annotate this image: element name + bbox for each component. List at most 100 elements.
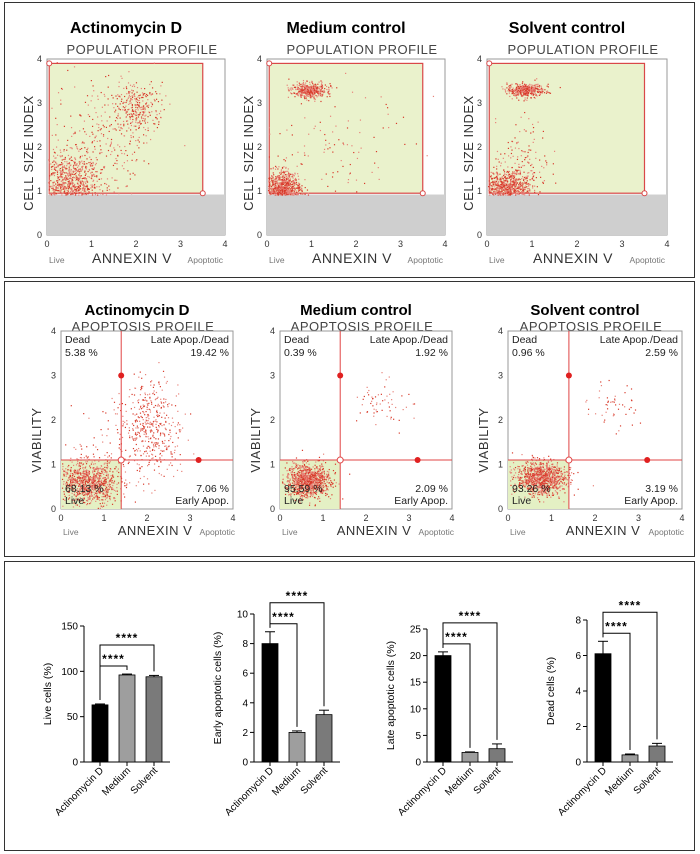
event-dot <box>67 190 69 192</box>
event-dot <box>518 90 520 92</box>
event-dot <box>71 185 73 188</box>
event-dot <box>134 439 136 441</box>
event-dot <box>300 493 302 495</box>
event-dot <box>80 485 82 487</box>
event-dot <box>85 168 87 170</box>
event-dot <box>107 491 109 493</box>
event-dot <box>134 501 137 503</box>
event-dot <box>122 102 124 105</box>
event-dot <box>124 485 126 487</box>
event-dot <box>298 186 300 188</box>
event-dot <box>139 423 142 425</box>
event-dot <box>510 86 512 88</box>
event-dot <box>135 438 137 441</box>
event-dot <box>272 189 275 191</box>
event-dot <box>504 88 506 90</box>
event-dot <box>533 189 536 191</box>
event-dot <box>131 103 133 106</box>
event-dot <box>92 175 94 177</box>
event-dot <box>316 96 318 98</box>
event-dot <box>156 126 159 129</box>
event-dot <box>523 87 525 89</box>
event-dot <box>303 95 305 97</box>
event-dot <box>497 187 499 190</box>
event-dot <box>106 178 109 180</box>
event-dot <box>79 500 82 502</box>
event-dot <box>149 421 151 423</box>
event-dot <box>55 189 57 191</box>
event-dot <box>105 155 108 157</box>
event-dot <box>91 482 93 484</box>
event-dot <box>527 86 529 88</box>
event-dot <box>74 185 76 187</box>
event-dot <box>273 191 275 193</box>
event-dot <box>124 421 126 423</box>
event-dot <box>48 185 50 187</box>
event-dot <box>65 168 67 171</box>
event-dot <box>52 161 54 163</box>
event-dot <box>81 448 83 450</box>
event-dot <box>122 109 124 111</box>
event-dot <box>144 392 146 394</box>
event-dot <box>156 443 159 445</box>
event-dot <box>58 184 60 186</box>
event-dot <box>290 87 292 89</box>
event-dot <box>306 486 308 488</box>
event-dot <box>142 111 144 113</box>
event-dot <box>86 181 89 183</box>
x-axis-label: ANNEXIN V <box>118 523 193 538</box>
event-dot <box>524 92 527 94</box>
event-dot <box>72 190 75 192</box>
event-dot <box>53 151 56 153</box>
event-dot <box>322 92 324 94</box>
event-dot <box>307 91 309 93</box>
event-dot <box>138 95 140 97</box>
event-dot <box>113 191 115 193</box>
event-dot <box>148 418 150 420</box>
event-dot <box>495 192 498 194</box>
event-dot <box>388 126 390 129</box>
event-dot <box>60 87 63 90</box>
event-dot <box>164 427 166 429</box>
event-dot <box>539 159 541 161</box>
plot-subtitle: APOPTOSIS PROFILE <box>72 319 215 334</box>
event-dot <box>504 90 507 92</box>
event-dot <box>271 175 273 177</box>
event-dot <box>286 178 289 180</box>
event-dot <box>139 120 141 122</box>
event-dot <box>304 193 306 195</box>
event-dot <box>102 441 104 443</box>
event-dot <box>136 413 138 415</box>
event-dot <box>63 125 66 127</box>
event-dot <box>97 471 99 474</box>
event-dot <box>304 85 307 87</box>
event-dot <box>171 453 173 455</box>
event-dot <box>89 485 91 488</box>
event-dot <box>125 449 127 451</box>
event-dot <box>537 192 539 195</box>
event-dot <box>531 87 533 89</box>
event-dot <box>106 435 108 437</box>
event-dot <box>156 409 158 412</box>
event-dot <box>62 163 64 165</box>
event-dot <box>96 494 98 496</box>
event-dot <box>145 114 147 116</box>
event-dot <box>532 90 534 92</box>
event-dot <box>87 498 89 500</box>
event-dot <box>146 406 148 408</box>
event-dot <box>291 194 293 196</box>
event-dot <box>149 426 151 428</box>
event-dot <box>90 500 93 502</box>
event-dot <box>94 460 96 462</box>
event-dot <box>349 163 351 166</box>
event-dot <box>142 134 145 136</box>
event-dot <box>527 189 529 192</box>
event-dot <box>521 193 523 195</box>
event-dot <box>75 481 77 483</box>
event-dot <box>289 180 291 182</box>
event-dot <box>523 100 525 102</box>
event-dot <box>155 426 157 428</box>
event-dot <box>92 161 94 164</box>
event-dot <box>271 180 273 182</box>
event-dot <box>148 414 150 417</box>
